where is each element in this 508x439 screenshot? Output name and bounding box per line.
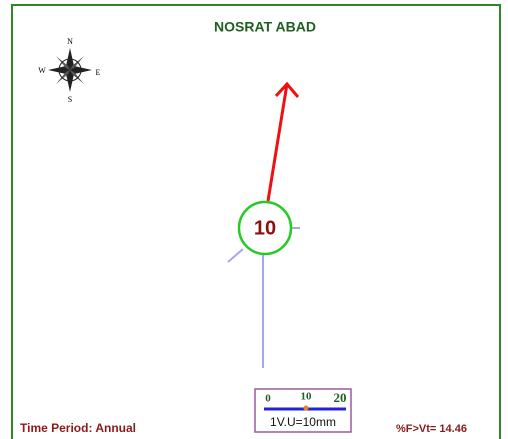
compass-n: N [67, 37, 73, 46]
scale-tick: 0 [265, 393, 271, 405]
title: NOSRAT ABAD [214, 19, 316, 35]
bar-sw [227, 248, 244, 263]
resultant-arrow [266, 81, 300, 202]
frequency-note: %F>Vt= 14.46 [396, 423, 467, 435]
frame [11, 4, 501, 439]
scale-tick: 20 [334, 390, 347, 405]
calm-circle [237, 200, 293, 256]
direction-bars [227, 227, 300, 368]
scale-tick: 10 [301, 391, 313, 403]
scale-mid [303, 405, 309, 411]
compass-e: E [96, 68, 101, 77]
scale-box: 0 10 20 1V.U=10mm [254, 388, 352, 433]
time-period: Time Period: Annual [20, 421, 136, 435]
compass-s: S [68, 95, 72, 104]
scale-unit: 1V.U=10mm [270, 415, 336, 429]
compass-w: W [38, 66, 46, 75]
compass-rose: N S W E [38, 37, 100, 104]
calm-label: 10 [254, 217, 276, 239]
